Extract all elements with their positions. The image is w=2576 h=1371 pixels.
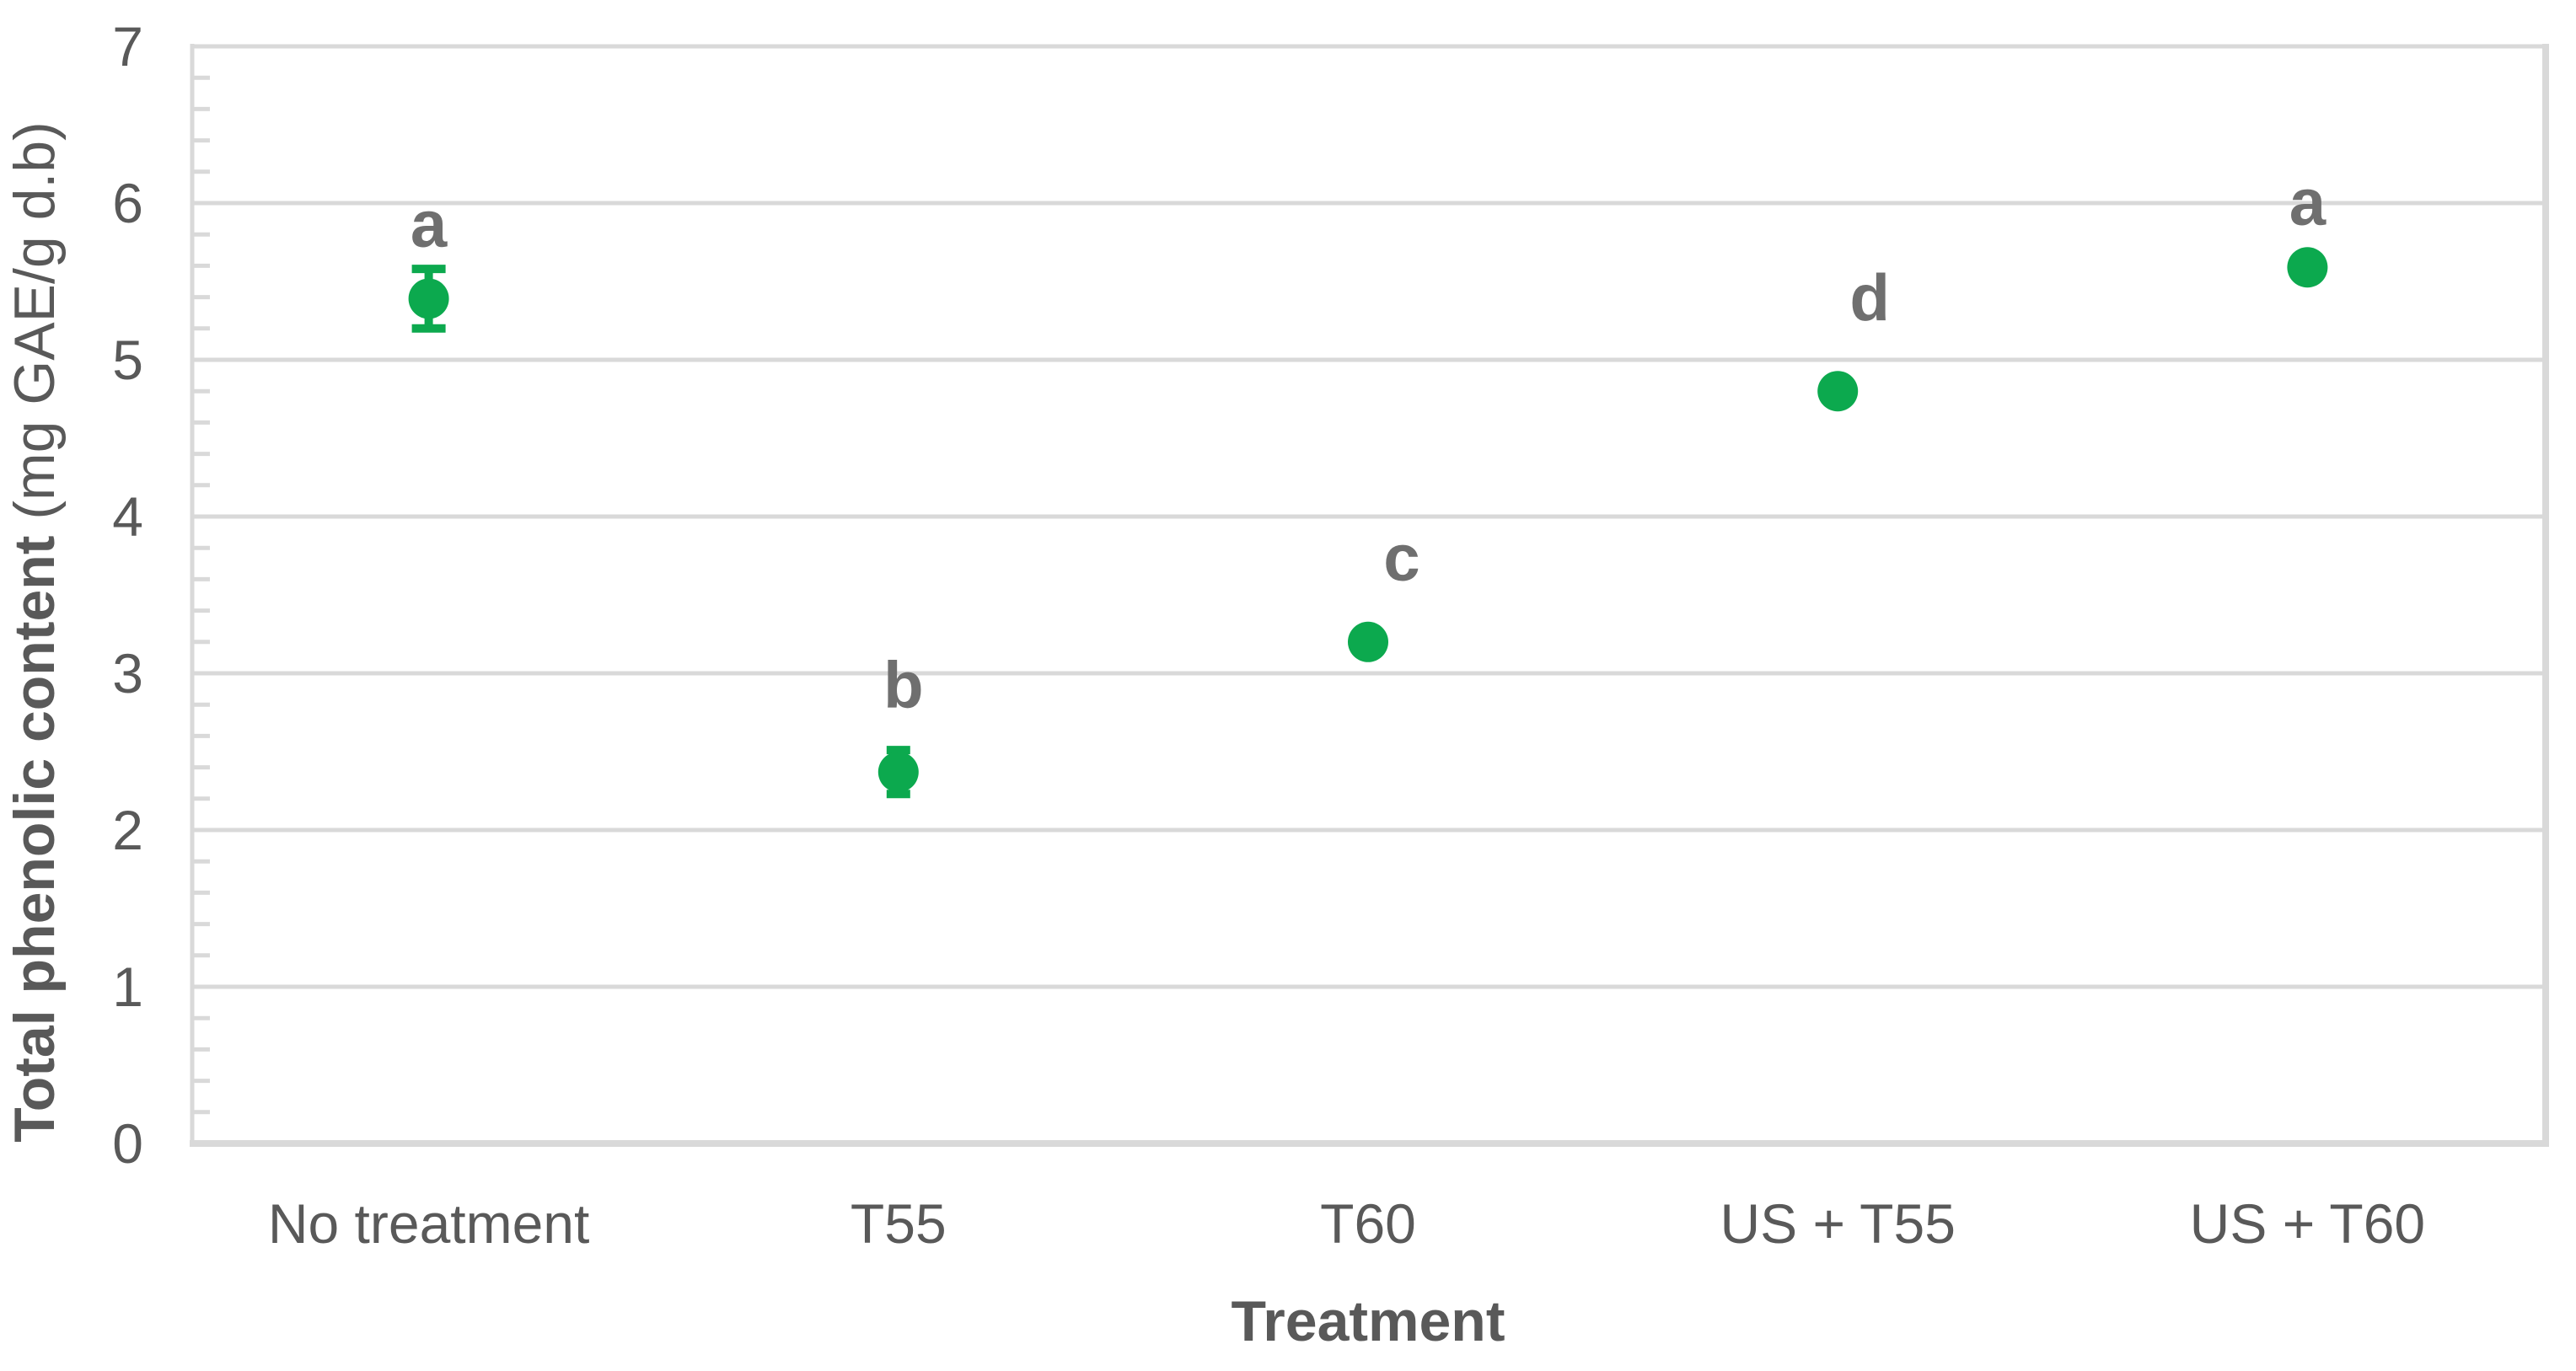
significance-letters: a b c d a bbox=[411, 164, 2326, 721]
y-tick-label: 5 bbox=[112, 329, 143, 391]
data-point-marker bbox=[1817, 371, 1859, 412]
y-tick-labels: 0 1 2 3 4 5 6 7 bbox=[112, 15, 143, 1175]
significance-letter: b bbox=[883, 647, 924, 721]
x-tick-label: US + T55 bbox=[1720, 1192, 1955, 1255]
data-point-marker bbox=[1348, 621, 1388, 662]
x-tick-label: No treatment bbox=[268, 1192, 590, 1255]
x-tick-label: T60 bbox=[1320, 1192, 1416, 1255]
x-tick-label: US + T60 bbox=[2190, 1192, 2425, 1255]
x-tick-label: T55 bbox=[851, 1192, 947, 1255]
y-axis-title: Total phenolic content (mg GAE/g d.b) bbox=[3, 121, 67, 1143]
major-gridlines bbox=[191, 44, 2546, 989]
y-tick-label: 3 bbox=[112, 642, 143, 704]
significance-letter: c bbox=[1383, 521, 1419, 595]
data-point-marker bbox=[2287, 247, 2328, 288]
y-tick-label: 7 bbox=[112, 15, 143, 78]
y-tick-label: 6 bbox=[112, 172, 143, 234]
data-point-marker bbox=[877, 752, 919, 793]
y-tick-label: 4 bbox=[112, 485, 143, 548]
y-axis-title-bold: Total phenolic content bbox=[3, 536, 67, 1143]
y-tick-label: 2 bbox=[112, 799, 143, 861]
y-tick-label: 1 bbox=[112, 956, 143, 1018]
x-tick-labels: No treatment T55 T60 US + T55 US + T60 bbox=[268, 1192, 2425, 1255]
x-axis-title: Treatment bbox=[1232, 1289, 1505, 1353]
data-point-markers bbox=[408, 247, 2328, 793]
error-bars bbox=[411, 265, 910, 799]
significance-letter: d bbox=[1849, 260, 1890, 335]
axis-frame bbox=[190, 44, 2549, 1147]
y-minor-ticks bbox=[194, 75, 210, 1115]
significance-letter: a bbox=[2289, 164, 2326, 238]
data-point-marker bbox=[408, 278, 449, 319]
significance-letter: a bbox=[411, 186, 448, 260]
y-tick-label: 0 bbox=[112, 1112, 143, 1175]
y-axis-title-units: (mg GAE/g d.b) bbox=[3, 121, 67, 535]
